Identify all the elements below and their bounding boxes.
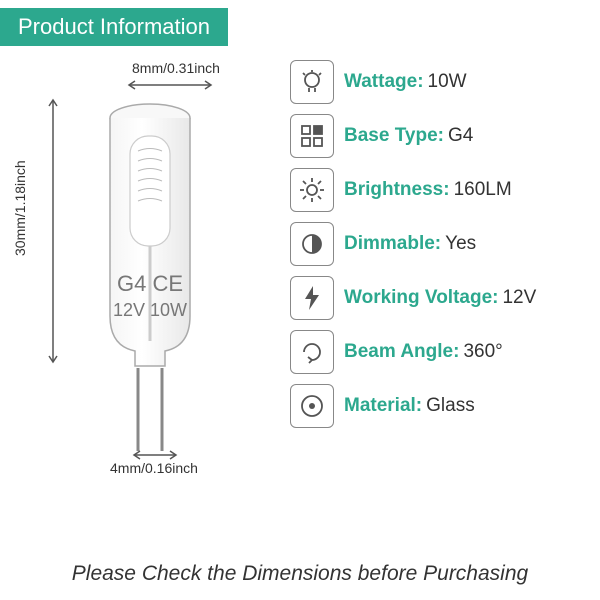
spec-value: Yes [445, 233, 476, 255]
spec-row-base: Base Type: G4 [290, 114, 582, 158]
pin-dimension: 4mm/0.16inch [110, 460, 198, 476]
spec-value: G4 [448, 125, 473, 147]
spec-label: Dimmable: [344, 233, 441, 255]
content-row: 8mm/0.31inch 30mm/1.18inch G4 CE [0, 46, 600, 476]
specs-panel: Wattage: 10W Base Type: G4 Brightness: 1… [290, 56, 590, 476]
dim-icon [290, 222, 334, 266]
spec-row-wattage: Wattage: 10W [290, 60, 582, 104]
bulb-text-1: G4 CE [117, 271, 183, 296]
header-banner: Product Information [0, 8, 228, 46]
spec-label: Working Voltage: [344, 287, 498, 309]
bulb-icon [290, 60, 334, 104]
header-title: Product Information [18, 14, 210, 39]
spec-value: 12V [502, 287, 536, 309]
bolt-icon [290, 276, 334, 320]
height-dimension: 30mm/1.18inch [12, 160, 28, 256]
spec-value: 10W [428, 71, 467, 93]
spec-row-dimmable: Dimmable: Yes [290, 222, 582, 266]
spec-value: 360° [463, 341, 502, 363]
spec-value: 160LM [454, 179, 512, 201]
bulb-illustration: G4 CE 12V 10W [80, 96, 280, 476]
spec-label: Material: [344, 395, 422, 417]
spec-label: Brightness: [344, 179, 450, 201]
sun-icon [290, 168, 334, 212]
bulb-svg: G4 CE 12V 10W [80, 96, 220, 456]
footer-note: Please Check the Dimensions before Purch… [0, 562, 600, 586]
bulb-text-2: 12V 10W [113, 300, 187, 320]
angle-icon [290, 330, 334, 374]
grid-icon [290, 114, 334, 158]
width-arrow-icon [125, 80, 215, 90]
circle-icon [290, 384, 334, 428]
spec-label: Wattage: [344, 71, 424, 93]
height-arrow-icon [48, 96, 58, 366]
diagram-panel: 8mm/0.31inch 30mm/1.18inch G4 CE [10, 56, 290, 476]
spec-row-material: Material: Glass [290, 384, 582, 428]
spec-label: Beam Angle: [344, 341, 459, 363]
width-dimension: 8mm/0.31inch [132, 60, 220, 76]
spec-row-beam: Beam Angle: 360° [290, 330, 582, 374]
pin-arrow-icon [130, 450, 180, 460]
spec-row-brightness: Brightness: 160LM [290, 168, 582, 212]
spec-row-voltage: Working Voltage: 12V [290, 276, 582, 320]
spec-label: Base Type: [344, 125, 444, 147]
spec-value: Glass [426, 395, 475, 417]
